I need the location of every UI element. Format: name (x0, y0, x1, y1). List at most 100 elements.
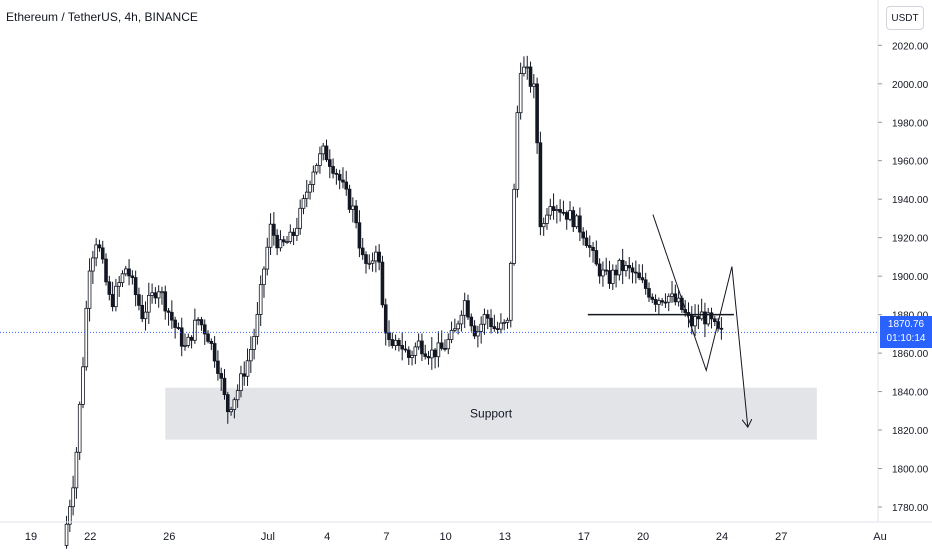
candle-body (133, 277, 138, 296)
candle-body (476, 330, 480, 337)
candle-body (137, 294, 141, 306)
candle-body (413, 346, 418, 356)
candle-body (558, 209, 562, 213)
time-tick-label: 4 (324, 531, 330, 543)
candle-body (472, 325, 477, 337)
candle-body (377, 251, 381, 263)
candle-body (617, 259, 622, 276)
candle-body (719, 327, 724, 330)
candle-body (525, 66, 530, 69)
candle-body (341, 179, 345, 183)
candle-body (485, 314, 490, 319)
candle-body (351, 205, 355, 210)
candle-body (706, 312, 711, 325)
candle-body (173, 319, 177, 328)
candle-body (272, 223, 276, 236)
candle-body (196, 319, 200, 321)
candle-body (311, 171, 316, 185)
candle-body (416, 340, 421, 348)
drawings-layer (0, 214, 878, 427)
candle-body (482, 314, 487, 325)
candle-body (281, 239, 286, 243)
candle-body (288, 231, 293, 242)
candle-body (614, 269, 618, 276)
candle-body (216, 360, 220, 374)
candle-body (150, 292, 154, 296)
candle-body (370, 260, 375, 264)
candle-body (268, 223, 273, 248)
candle-body (160, 291, 164, 294)
price-tick-label: 2000.00 (892, 80, 929, 91)
candle-body (104, 258, 108, 283)
candle-body (449, 329, 454, 340)
candle-body (344, 181, 349, 190)
candle-body (594, 250, 599, 265)
candle-body (601, 269, 605, 277)
candle-body (453, 328, 457, 331)
candle-body (604, 269, 609, 272)
candle-body (620, 259, 625, 272)
candle-body (508, 263, 513, 321)
candle-body (436, 342, 441, 358)
candle-body (130, 275, 135, 278)
time-tick-label: Au (873, 531, 886, 543)
price-tick-label: 1920.00 (892, 234, 929, 245)
time-tick-label: 20 (637, 531, 649, 543)
axes-layer: 1780.001800.001820.001840.001860.001880.… (0, 0, 932, 543)
candle-body (193, 319, 197, 341)
candle-body (298, 207, 302, 229)
price-tick-label: 1820.00 (892, 426, 929, 437)
candle-body (397, 339, 401, 346)
candle-body (564, 212, 569, 220)
candle-body (400, 345, 404, 350)
candle-body (502, 321, 507, 324)
candle-body (666, 295, 671, 303)
candle-body (249, 349, 253, 362)
candle-body (640, 277, 645, 281)
candle-body (489, 317, 493, 327)
candle-body (673, 293, 678, 303)
candle-body (568, 210, 572, 220)
candle-body (278, 239, 283, 249)
time-tick-label: 27 (775, 531, 787, 543)
candle-body (522, 66, 526, 74)
candle-body (561, 211, 566, 214)
candle-body (170, 311, 174, 321)
candle-body (456, 323, 460, 330)
candle-body (147, 294, 151, 313)
candle-body (324, 145, 329, 161)
candle-body (443, 347, 447, 350)
price-tick-label: 1940.00 (892, 195, 929, 206)
candle-body (634, 271, 638, 274)
candle-body (347, 188, 352, 210)
candle-body (291, 231, 296, 236)
candle-body (535, 83, 539, 144)
candle-body (551, 206, 556, 211)
candle-body (647, 288, 651, 298)
candle-body (653, 299, 658, 305)
price-tick-label: 1980.00 (892, 118, 929, 129)
time-tick-label: 7 (383, 531, 389, 543)
candle-body (186, 336, 191, 346)
candle-body (406, 349, 411, 358)
candle-body (515, 112, 520, 190)
candle-body (574, 215, 579, 228)
currency-button[interactable]: USDT (886, 6, 924, 30)
candle-body (140, 304, 145, 320)
price-tick-label: 1960.00 (892, 157, 929, 168)
candle-body (499, 322, 503, 330)
candle-body (229, 409, 233, 413)
candle-body (120, 273, 125, 283)
candle-body (262, 268, 266, 286)
candle-body (650, 296, 655, 300)
candle-body (387, 332, 391, 340)
candle-body (225, 394, 230, 413)
candle-body (587, 245, 592, 248)
candle-body (433, 349, 437, 358)
candle-body (703, 311, 707, 325)
candle-body (479, 323, 483, 332)
candle-body (97, 244, 102, 249)
candle-body (420, 340, 424, 355)
